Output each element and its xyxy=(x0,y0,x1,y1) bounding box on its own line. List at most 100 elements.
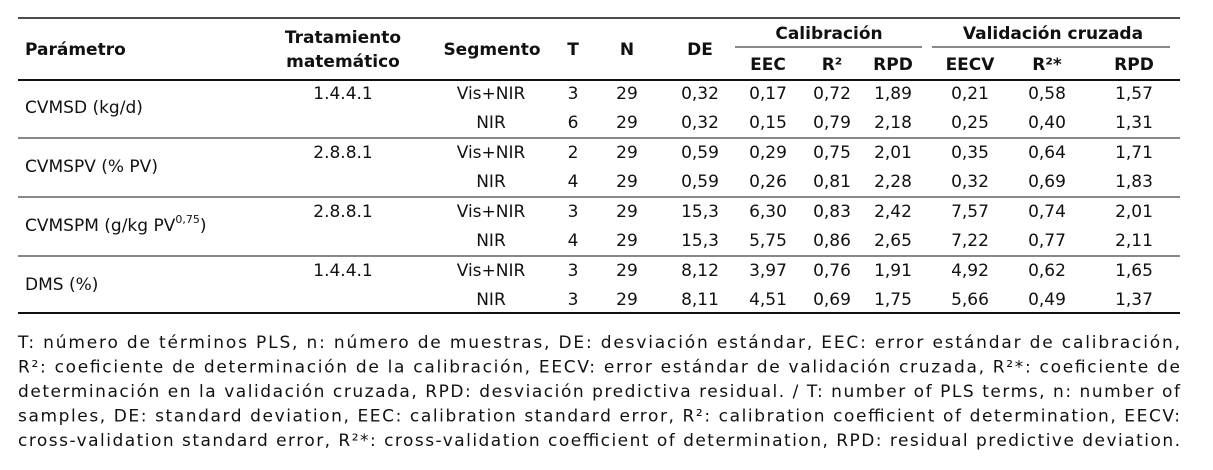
cell: 1,83 xyxy=(1115,172,1153,192)
cell: 29 xyxy=(616,172,638,192)
cell: 4 xyxy=(568,172,579,192)
cell: 15,3 xyxy=(681,202,719,222)
cell: 1,75 xyxy=(874,290,912,310)
parameter-cell: CVMSD (kg/d) xyxy=(25,98,143,118)
cell: 29 xyxy=(616,113,638,133)
cell: 0,64 xyxy=(1028,143,1066,163)
cell: 0,72 xyxy=(813,84,851,104)
cell: 0,35 xyxy=(951,143,989,163)
cell: 0,59 xyxy=(681,143,719,163)
cell: 2 xyxy=(568,143,579,163)
cell: 4,51 xyxy=(749,290,787,310)
parameter-text: DMS (%) xyxy=(25,275,98,295)
cell: 3 xyxy=(568,290,579,310)
cell: 2,11 xyxy=(1115,231,1153,251)
cell: 0,58 xyxy=(1028,84,1066,104)
header-cell: RPD xyxy=(1114,55,1154,75)
cell: 5,66 xyxy=(951,290,989,310)
header-cell: R²* xyxy=(1032,55,1062,75)
cell: 29 xyxy=(616,231,638,251)
cell: 0,32 xyxy=(951,172,989,192)
parameter-text: 0,75 xyxy=(175,213,200,226)
header-cell: EEC xyxy=(750,55,786,75)
cell: 2,01 xyxy=(874,143,912,163)
parameter-text: CVMSD (kg/d) xyxy=(25,98,143,118)
cell: 1,89 xyxy=(874,84,912,104)
treatment-cell: 1.4.4.1 xyxy=(313,261,372,281)
header-cell: Segmento xyxy=(443,40,540,60)
cell: Vis+NIR xyxy=(457,84,526,104)
cell: NIR xyxy=(476,290,506,310)
cell: NIR xyxy=(476,172,506,192)
cell: 6 xyxy=(568,113,579,133)
cell: 5,75 xyxy=(749,231,787,251)
footnote-line: T: número de términos PLS, n: número de … xyxy=(17,333,1180,353)
header-cell: RPD xyxy=(873,55,913,75)
cell: 0,77 xyxy=(1028,231,1066,251)
cell: 3 xyxy=(568,202,579,222)
cell: 0,26 xyxy=(749,172,787,192)
header-cell: Validación cruzada xyxy=(963,24,1143,44)
cell: 2,42 xyxy=(874,202,912,222)
cell: 0,75 xyxy=(813,143,851,163)
cell: 0,69 xyxy=(1028,172,1066,192)
cell: 0,81 xyxy=(813,172,851,192)
header-cell: EECV xyxy=(946,55,996,75)
cell: Vis+NIR xyxy=(457,261,526,281)
cell: 1,57 xyxy=(1115,84,1153,104)
header-cell: T xyxy=(567,40,579,60)
cell: 2,65 xyxy=(874,231,912,251)
cell: 0,76 xyxy=(813,261,851,281)
cell: 8,12 xyxy=(681,261,719,281)
parameter-cell: DMS (%) xyxy=(25,275,98,295)
cell: 3 xyxy=(568,84,579,104)
footnote-line: determinación en la validación cruzada, … xyxy=(18,382,1181,402)
footnote-line: samples, DE: standard deviation, EEC: ca… xyxy=(18,407,1180,427)
header-cell: Tratamiento xyxy=(285,28,401,48)
cell: 0,86 xyxy=(813,231,851,251)
parameter-cell: CVMSPV (% PV) xyxy=(25,157,158,177)
parameter-cell: CVMSPM (g/kg PV0,75) xyxy=(25,213,207,237)
cell: 2,01 xyxy=(1115,202,1153,222)
cell: 1,65 xyxy=(1115,261,1153,281)
cell: 15,3 xyxy=(681,231,719,251)
header-cell: matemático xyxy=(286,52,400,72)
cell: 1,71 xyxy=(1115,143,1153,163)
cell: 1,91 xyxy=(874,261,912,281)
cell: 0,69 xyxy=(813,290,851,310)
header-cell: Parámetro xyxy=(25,40,126,60)
cell: 1,31 xyxy=(1115,113,1153,133)
cell: 7,22 xyxy=(951,231,989,251)
cell: 29 xyxy=(616,84,638,104)
cell: NIR xyxy=(476,113,506,133)
footnote-line: R²: coeficiente de determinación de la c… xyxy=(18,358,1180,378)
cell: 0,32 xyxy=(681,84,719,104)
cell: 0,17 xyxy=(749,84,787,104)
cell: 0,15 xyxy=(749,113,787,133)
cell: Vis+NIR xyxy=(457,143,526,163)
cell: 0,62 xyxy=(1028,261,1066,281)
cell: 7,57 xyxy=(951,202,989,222)
parameter-text: CVMSPV (% PV) xyxy=(25,157,158,177)
cell: 3 xyxy=(568,261,579,281)
treatment-cell: 2.8.8.1 xyxy=(313,143,372,163)
cell: 0,29 xyxy=(749,143,787,163)
cell: 2,28 xyxy=(874,172,912,192)
cell: 0,25 xyxy=(951,113,989,133)
cell: 0,79 xyxy=(813,113,851,133)
parameter-text: CVMSPM (g/kg PV xyxy=(25,216,176,236)
cell: 4 xyxy=(568,231,579,251)
cell: 29 xyxy=(616,143,638,163)
cell: NIR xyxy=(476,231,506,251)
cell: Vis+NIR xyxy=(457,202,526,222)
cell: 0,40 xyxy=(1028,113,1066,133)
cell: 0,49 xyxy=(1028,290,1066,310)
cell: 4,92 xyxy=(951,261,989,281)
header-cell: N xyxy=(620,40,634,60)
cell: 1,37 xyxy=(1115,290,1153,310)
footnote-line: cross-validation standard error, R²*: cr… xyxy=(18,431,1180,451)
treatment-cell: 1.4.4.1 xyxy=(313,84,372,104)
parameter-text: ) xyxy=(200,216,207,236)
cell: 3,97 xyxy=(749,261,787,281)
